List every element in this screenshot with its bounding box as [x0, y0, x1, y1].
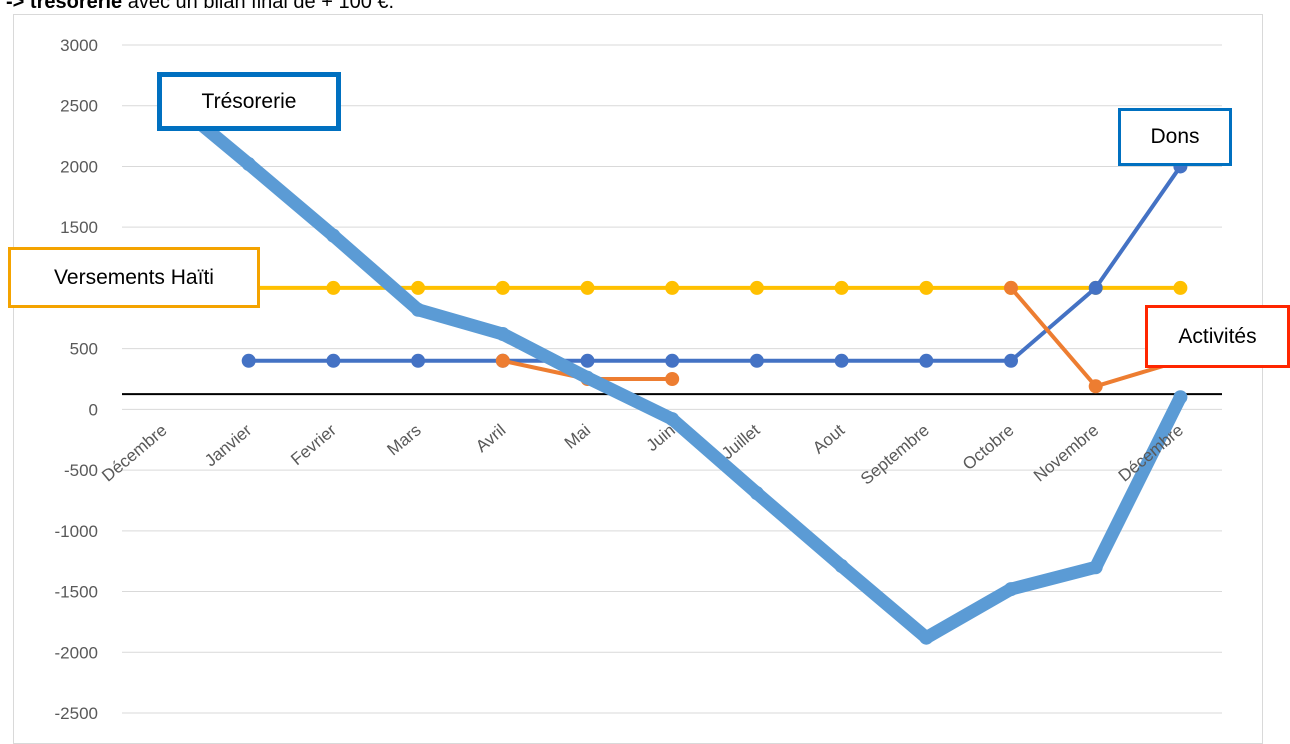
label-versements-haiti: Versements Haïti	[8, 247, 260, 308]
tresorerie-point-4	[495, 327, 510, 342]
x-category-label-9: Septembre	[857, 421, 933, 489]
grid-layer	[122, 44, 1222, 714]
x-category-label-10: Octobre	[959, 421, 1018, 474]
label-activites: Activités	[1145, 305, 1290, 368]
versements-haiti-point-5	[580, 280, 595, 295]
y-tick-label-0: 3000	[60, 36, 98, 55]
dons-point-11	[1088, 280, 1103, 295]
versements-haiti-point-3	[411, 280, 426, 295]
tresorerie-point-11	[1088, 560, 1103, 575]
dons-point-2	[326, 353, 341, 368]
dons-line-0	[246, 164, 1183, 363]
tresorerie-point-6	[665, 412, 680, 427]
activites-point-4	[495, 353, 510, 368]
header-text: -> trésorerie avec un bilan final de + 1…	[6, 0, 394, 14]
activites-point-11	[1088, 379, 1103, 394]
dons-point-6	[665, 353, 680, 368]
x-category-label-11: Novembre	[1030, 421, 1102, 486]
x-category-label-4: Avril	[472, 421, 509, 457]
label-tresorerie: Trésorerie	[157, 72, 341, 131]
tresorerie-point-8	[834, 559, 849, 574]
tresorerie-point-7	[749, 486, 764, 501]
y-tick-label-7: -1000	[55, 522, 98, 541]
y-tick-label-1: 2500	[60, 97, 98, 116]
x-category-label-5: Mai	[561, 421, 594, 453]
x-category-label-12: Décembre	[1115, 421, 1187, 486]
label-dons: Dons	[1118, 108, 1232, 166]
tresorerie-point-9	[919, 630, 934, 645]
x-axis-categories: Décembre Janvier Fevrier Mars Avril Mai Juin Ju…	[98, 420, 1187, 488]
tresorerie-point-5	[580, 370, 595, 385]
dons-point-10	[1004, 353, 1018, 368]
y-axis-ticks: 3000 2500 2000 1500 500 0 -500 -1000 -1500 -2000 -…	[55, 36, 98, 723]
tresorerie-point-10	[1004, 582, 1018, 597]
tresorerie-point-2	[326, 228, 341, 243]
versements-haiti-point-2	[326, 280, 341, 295]
dons-point-9	[919, 353, 934, 368]
versements-haiti-point-12	[1173, 280, 1188, 295]
dons-point-7	[749, 353, 764, 368]
y-tick-label-8: -1500	[55, 583, 98, 602]
y-tick-label-9: -2000	[55, 643, 98, 662]
header-arrow: ->	[6, 0, 25, 13]
x-category-label-8: Aout	[809, 420, 848, 457]
x-category-label-1: Janvier	[201, 420, 255, 470]
dons-point-8	[834, 353, 849, 368]
tresorerie-point-12	[1173, 390, 1188, 405]
versements-haiti-point-4	[495, 280, 510, 295]
activites-point-6	[665, 372, 680, 386]
dons-point-3	[411, 353, 426, 368]
activites-point-10	[1004, 280, 1018, 295]
series-layer	[157, 87, 1188, 645]
y-tick-label-5: 0	[89, 400, 98, 419]
x-category-label-0: Décembre	[98, 421, 170, 486]
y-tick-label-10: -2500	[55, 704, 98, 723]
y-tick-label-6: -500	[64, 461, 98, 480]
x-category-label-3: Mars	[384, 421, 425, 460]
x-category-label-2: Fevrier	[287, 420, 340, 469]
y-tick-label-4: 500	[70, 340, 98, 359]
versements-haiti-point-6	[665, 280, 680, 295]
tresorerie-point-3	[411, 302, 426, 317]
header-rest: avec un bilan final de + 100 €.	[122, 0, 395, 13]
x-category-label-7: Juillet	[718, 420, 764, 463]
header-bold-word: trésorerie	[29, 0, 123, 13]
tresorerie-point-1	[241, 157, 256, 172]
versements-haiti-point-7	[749, 280, 764, 295]
dons-point-1	[241, 353, 256, 368]
y-tick-label-2: 2000	[60, 157, 98, 176]
versements-haiti-point-8	[834, 280, 849, 295]
y-tick-label-3: 1500	[60, 218, 98, 237]
versements-haiti-point-9	[919, 280, 934, 295]
dons-point-5	[580, 353, 595, 368]
